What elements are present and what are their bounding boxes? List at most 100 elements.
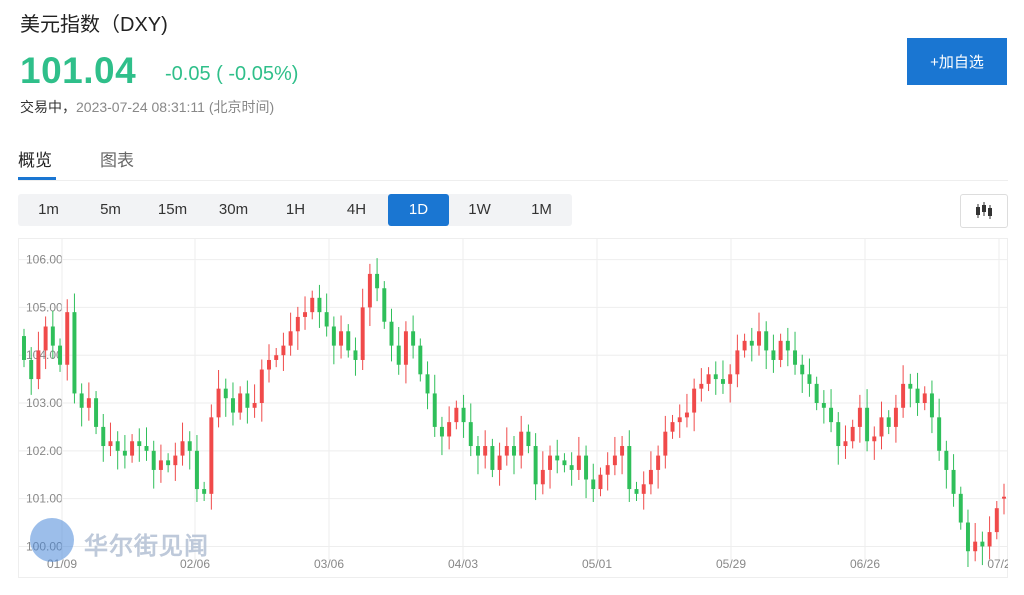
period-4h[interactable]: 4H (346, 201, 367, 218)
candle-body (951, 469, 956, 494)
y-tick-label: 103.00 (26, 396, 63, 410)
y-tick-label: 102.00 (26, 444, 63, 458)
candle-body (43, 326, 48, 351)
candle-body (382, 288, 387, 322)
x-tick-label: 02/06 (180, 557, 210, 571)
candle-body (281, 345, 286, 356)
candle-body (137, 441, 142, 447)
x-tick-label: 03/06 (314, 557, 344, 571)
candle-body (144, 446, 149, 451)
y-tick-label: 105.00 (26, 300, 63, 314)
candle-body (728, 374, 733, 384)
period-5m[interactable]: 5m (100, 201, 121, 218)
candle-body (65, 312, 70, 365)
candle-body (757, 331, 761, 346)
candle-body (331, 326, 336, 346)
candle-body (908, 383, 913, 389)
candle-body (850, 426, 855, 442)
tab-chart[interactable]: 图表 (100, 151, 134, 170)
current-price: 101.04 (20, 50, 137, 91)
candle-body (785, 340, 790, 351)
candle-body (843, 441, 848, 447)
candle-body (634, 489, 639, 494)
candle-body (180, 441, 185, 456)
price-change: -0.05 ( -0.05%) (165, 63, 299, 85)
candle-body (418, 345, 423, 375)
add-watchlist-button[interactable]: +加自选 (907, 38, 1007, 85)
candle-body (490, 446, 495, 470)
period-15m[interactable]: 15m (157, 201, 188, 218)
candle-body (158, 460, 163, 470)
candle-body (79, 393, 84, 408)
candle-body (526, 431, 531, 447)
y-tick-label: 106.00 (26, 253, 63, 267)
candle-body (202, 489, 207, 494)
candle-body (425, 374, 430, 394)
period-1w[interactable]: 1W (468, 201, 491, 218)
candle-body (367, 273, 372, 308)
candle-body (36, 350, 41, 380)
candle-body (958, 493, 963, 523)
candle-body (151, 450, 156, 470)
candle-body (216, 388, 221, 418)
candle-body (677, 417, 682, 423)
candle-body (915, 388, 920, 403)
candle-body (807, 374, 812, 384)
candle-body (937, 417, 942, 451)
candle-body (252, 403, 257, 408)
candle-body (267, 359, 271, 370)
candle-body (166, 460, 171, 466)
chart-type-button[interactable] (960, 194, 1008, 228)
candle-body (865, 407, 870, 442)
period-1mo[interactable]: 1M (531, 201, 552, 218)
candle-body (720, 379, 725, 384)
candle-body (584, 455, 589, 480)
candle-body (274, 355, 279, 360)
trading-status: 交易中，2023-07-24 08:31:11 (北京时间) (20, 97, 274, 117)
candle-body (187, 441, 192, 451)
period-1m[interactable]: 1m (38, 201, 59, 218)
candle-body (94, 398, 99, 427)
candle-body (86, 398, 91, 408)
candle-body (238, 393, 243, 413)
candle-body (360, 307, 365, 360)
period-1d[interactable]: 1D (388, 194, 449, 226)
candle-body (353, 350, 358, 360)
candle-body (764, 331, 769, 351)
candle-body (929, 393, 934, 418)
candle-body (656, 455, 661, 470)
candle-body (555, 455, 560, 461)
candle-body (793, 350, 798, 365)
candle-body (987, 532, 992, 547)
x-tick-label: 07/2 (987, 557, 1008, 571)
candle-body (706, 374, 711, 384)
candle-body (512, 446, 516, 456)
period-30m[interactable]: 30m (218, 201, 249, 218)
candle-body (692, 388, 697, 413)
candle-body (223, 388, 228, 399)
candle-body (713, 374, 718, 380)
candle-body (641, 484, 646, 494)
candle-body (245, 393, 250, 408)
candle-body (699, 383, 704, 389)
tab-overview[interactable]: 概览 (18, 151, 52, 170)
candle-body (901, 383, 906, 408)
candle-body (130, 441, 135, 456)
candle-body (965, 522, 970, 552)
page-title: 美元指数（DXY) (20, 14, 168, 36)
candle-body (396, 345, 401, 365)
period-selector: 1m 5m 15m 30m 1H 4H 1D 1W 1M (18, 194, 572, 226)
candle-body (504, 446, 509, 456)
candle-body (22, 336, 26, 360)
watermark-logo-icon (30, 518, 74, 562)
candle-body (980, 541, 985, 547)
candle-body (108, 441, 113, 447)
x-tick-label: 04/03 (448, 557, 478, 571)
x-tick-label: 06/26 (850, 557, 880, 571)
x-tick-label: 05/01 (582, 557, 612, 571)
candle-body (288, 331, 293, 346)
candle-body (821, 403, 826, 408)
period-1h[interactable]: 1H (285, 201, 306, 218)
candle-body (389, 321, 394, 346)
candle-body (317, 297, 322, 313)
